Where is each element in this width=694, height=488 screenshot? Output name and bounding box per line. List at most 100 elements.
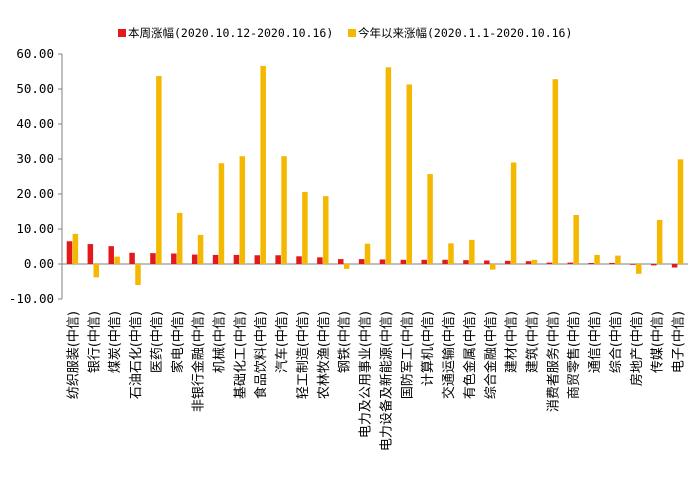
bar-weekly [275, 255, 281, 264]
bar-weekly [191, 254, 198, 264]
x-category-label: 电子(中信) [672, 311, 687, 373]
x-category-label: 食品饮料(中信) [253, 311, 269, 399]
bar-ytd [93, 264, 99, 278]
bar-ytd [552, 79, 559, 264]
bar-weekly [171, 253, 177, 264]
bar-weekly [588, 262, 594, 264]
x-category-label: 家电(中信) [170, 311, 186, 373]
bar-ytd [72, 233, 79, 264]
bar-ytd [615, 255, 621, 264]
bar-ytd [239, 156, 246, 264]
bar-weekly [87, 244, 94, 264]
legend-swatch [348, 29, 356, 37]
bar-weekly [212, 254, 219, 264]
x-category-label: 交通运输(中信) [441, 311, 457, 399]
legend-label: 今年以来涨幅(2020.1.1-2020.10.16) [358, 26, 572, 40]
bar-weekly [567, 262, 574, 264]
x-category-label: 有色金属(中信) [462, 311, 478, 399]
bar-ytd [176, 212, 183, 264]
bar-weekly [254, 255, 261, 264]
x-category-label: 钢铁(中信) [338, 311, 353, 373]
y-tick-label: 40.00 [16, 116, 54, 131]
bar-ytd [323, 196, 329, 264]
bar-ytd [489, 264, 496, 270]
x-category-label: 国防军工(中信) [399, 311, 415, 399]
x-category-label: 基础化工(中信) [233, 311, 248, 399]
bar-ytd [114, 256, 120, 264]
y-tick-label: 50.00 [16, 81, 54, 96]
bar-ytd [656, 219, 663, 264]
bar-ytd [260, 65, 266, 265]
x-category-label: 电力及公用事业(中信) [359, 311, 374, 438]
bar-ytd [343, 264, 350, 269]
x-category-label: 机械(中信) [213, 311, 228, 373]
bar-weekly [671, 264, 678, 268]
bar-weekly [358, 259, 365, 264]
bar-weekly [546, 262, 553, 264]
x-category-label: 综合(中信) [609, 311, 624, 373]
x-category-label: 银行(中信) [87, 311, 102, 373]
bar-ytd [531, 259, 538, 264]
bar-ytd [218, 163, 225, 264]
x-category-label: 石油石化(中信) [129, 311, 144, 399]
bar-weekly [129, 252, 135, 264]
bar-ytd [427, 174, 433, 264]
x-category-label: 医药(中信) [150, 311, 165, 373]
bar-weekly [108, 246, 114, 264]
x-category-label: 非银行金融(中信) [191, 311, 207, 412]
x-category-label: 纺织服装(中信) [66, 311, 81, 399]
y-tick-label: 10.00 [16, 221, 54, 236]
x-category-label: 轻工制造(中信) [296, 311, 311, 399]
bar-weekly [66, 241, 73, 264]
x-category-label: 房地产(中信) [629, 311, 645, 386]
x-category-label: 农林牧渔(中信) [317, 311, 332, 399]
y-tick-label: 30.00 [16, 151, 54, 166]
bar-weekly [609, 262, 615, 264]
x-category-label: 商贸零售(中信) [566, 311, 582, 399]
legend-label: 本周涨幅(2020.10.12-2020.10.16) [128, 26, 333, 40]
bar-ytd [594, 254, 600, 264]
bar-ytd [156, 76, 162, 264]
bar-ytd [406, 84, 412, 264]
bar-weekly [504, 260, 511, 264]
x-category-label: 汽车(中信) [274, 311, 290, 373]
x-category-label: 建筑(中信) [525, 311, 541, 373]
y-tick-label: 60.00 [16, 46, 54, 61]
bar-weekly [233, 254, 240, 264]
x-category-label: 计算机(中信) [421, 311, 436, 386]
bar-ytd [364, 243, 371, 264]
bar-ytd [636, 264, 642, 274]
legend-swatch [118, 29, 126, 37]
bar-weekly [317, 257, 323, 264]
y-tick-label: -10.00 [9, 291, 54, 306]
x-category-label: 煤炭(中信) [108, 311, 123, 373]
x-category-label: 建材(中信) [505, 311, 520, 373]
bar-ytd [469, 239, 475, 264]
bar-weekly [338, 259, 344, 264]
bar-weekly [442, 259, 448, 264]
bar-weekly [296, 256, 302, 264]
bar-weekly [484, 260, 490, 264]
y-tick-label: 20.00 [16, 186, 54, 201]
bar-weekly [421, 259, 427, 264]
bar-ytd [677, 159, 684, 264]
bar-weekly [400, 259, 407, 264]
bar-ytd [135, 264, 141, 285]
bar-ytd [197, 234, 204, 264]
x-category-label: 消费者服务(中信) [545, 311, 561, 412]
bar-weekly [525, 261, 532, 264]
bar-ytd [510, 162, 517, 264]
bar-weekly [651, 264, 657, 266]
bar-ytd [385, 67, 392, 264]
bar-weekly [150, 253, 156, 264]
x-category-label: 综合金融(中信) [483, 311, 499, 399]
bar-weekly [379, 259, 386, 264]
bar-ytd [302, 191, 308, 264]
y-tick-label: 0.00 [24, 256, 54, 271]
x-category-label: 传媒(中信) [651, 311, 666, 373]
bar-ytd [573, 215, 579, 264]
bar-weekly [463, 260, 469, 264]
bar-weekly [630, 264, 636, 265]
